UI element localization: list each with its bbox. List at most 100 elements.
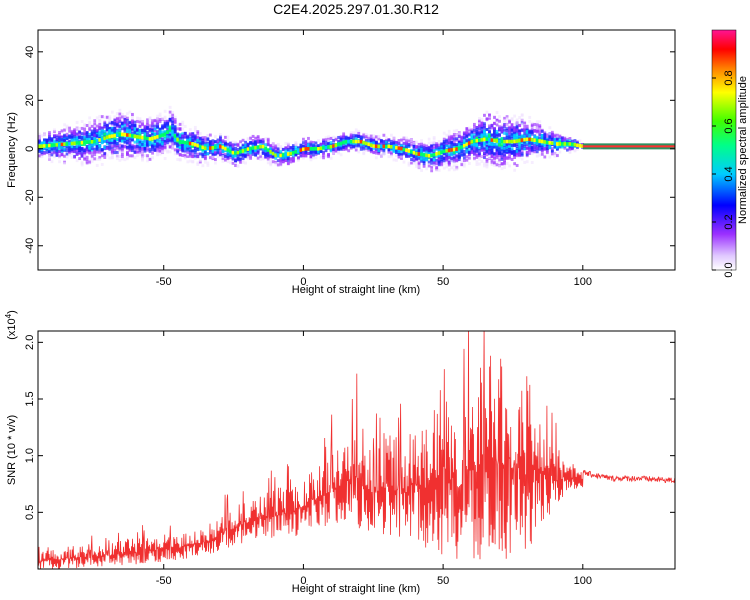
spectrogram-cell	[113, 136, 117, 140]
spectrogram-cell	[183, 154, 187, 158]
spectrogram-cell	[528, 120, 532, 124]
spectrogram-cell	[535, 146, 539, 150]
colorbar-ticks: 0.00.20.40.60.8	[712, 70, 735, 278]
spectrogram-cell	[445, 151, 449, 155]
spectrogram-cell	[264, 143, 268, 147]
spectrogram-cell	[465, 127, 469, 131]
spectrogram-cell	[181, 153, 185, 157]
spectrogram-cell	[543, 147, 547, 151]
spectrogram-ridge-cell	[284, 152, 288, 157]
spectrogram-cell	[513, 129, 517, 133]
spectrogram-cell	[309, 144, 313, 148]
spectrogram-cell	[576, 145, 579, 149]
spectrogram-cell	[400, 150, 403, 154]
spectrogram-cell	[163, 109, 167, 113]
spectrogram-cell	[483, 162, 486, 166]
spectrogram-cell	[437, 153, 441, 157]
spectrogram-cell	[70, 134, 74, 138]
spectrogram-cell	[264, 152, 268, 156]
spectrogram-cell	[93, 153, 97, 157]
spectrogram-cell	[198, 137, 202, 141]
spectrogram-cell	[113, 144, 117, 148]
spectrogram-cell	[120, 157, 124, 161]
spectrogram-ridge-cell	[234, 151, 237, 156]
spectrogram-cell	[500, 130, 504, 134]
spectrogram-cell	[98, 118, 102, 122]
spectrogram-cell	[239, 157, 242, 161]
spectrogram-cell	[473, 135, 476, 139]
spectrogram-cell	[550, 138, 554, 142]
spectrogram-cell	[347, 137, 351, 141]
spectrogram-cell	[467, 161, 471, 165]
spectrogram-cell	[289, 148, 293, 152]
spectrogram-cell	[322, 154, 325, 158]
spectrogram-cell	[452, 132, 456, 136]
spectrogram-cell	[118, 158, 122, 162]
spectrogram-cell	[219, 140, 222, 144]
spectrogram-cell	[146, 139, 149, 143]
spectrogram-cell	[344, 138, 348, 142]
snr-x-ticks: -50 0 50 100	[156, 331, 592, 587]
spectrogram-x-tick-label: -50	[156, 276, 172, 288]
spectrogram-cell	[548, 132, 552, 136]
spectrogram-cell	[319, 155, 323, 159]
spectrogram-cell	[515, 142, 519, 146]
spectrogram-cell	[221, 155, 225, 159]
spectrogram-cell	[264, 154, 268, 158]
spectrogram-cell	[286, 162, 290, 166]
spectrogram-cell	[191, 136, 195, 140]
spectrogram-ridge-cell	[80, 140, 84, 145]
spectrogram-cell	[420, 144, 423, 148]
spectrogram-cell	[437, 143, 441, 147]
spectrogram-cell	[374, 149, 378, 153]
spectrogram-cell	[523, 129, 527, 133]
spectrogram-cell	[420, 159, 423, 163]
spectrogram-cell	[495, 123, 499, 127]
spectrogram-cell	[176, 150, 180, 154]
spectrogram-cell	[60, 138, 64, 142]
spectrogram-cell	[151, 132, 154, 136]
spectrogram-cell	[93, 157, 97, 161]
spectrogram-cell	[118, 112, 122, 116]
spectrogram-cell	[407, 163, 411, 167]
spectrogram-cell	[40, 134, 44, 138]
spectrogram-cell	[382, 139, 386, 143]
spectrogram-cell	[171, 120, 175, 124]
spectrogram-cell	[108, 141, 112, 145]
spectrogram-cell	[98, 122, 102, 126]
spectrogram-cell	[103, 152, 107, 156]
spectrogram-ridge-cell	[161, 133, 165, 137]
spectrogram-cell	[201, 147, 205, 151]
spectrogram-cell	[390, 133, 393, 137]
spectrogram-ridge-cell	[266, 148, 270, 152]
spectrogram-cell	[533, 125, 537, 129]
spectrogram-cell	[163, 144, 167, 148]
spectrogram-cell	[120, 113, 124, 117]
spectrogram-cell	[488, 126, 491, 130]
spectrogram-cell	[126, 141, 129, 145]
spectrogram-cell	[241, 138, 245, 142]
spectrogram-cell	[75, 120, 79, 124]
spectrogram-cell	[38, 137, 41, 141]
spectrogram-cell	[208, 133, 212, 137]
spectrogram-cell	[291, 148, 295, 152]
spectrogram-ridge-cell	[470, 140, 474, 144]
spectrogram-cell	[158, 143, 162, 147]
spectrogram-cell	[465, 145, 469, 149]
spectrogram-cell	[307, 136, 310, 140]
spectrogram-cell	[146, 154, 149, 158]
spectrogram-cell	[480, 154, 484, 158]
spectrogram-ridge-cell	[289, 151, 293, 156]
spectrogram-cell	[538, 136, 542, 140]
spectrogram-cell	[251, 148, 255, 152]
spectrogram-cell	[120, 155, 124, 159]
spectrogram-ridge-cell	[384, 144, 388, 149]
spectrogram-cell	[151, 142, 154, 146]
spectrogram-cell	[103, 132, 107, 136]
spectrogram-cell	[503, 131, 506, 135]
spectrogram-cell	[452, 137, 456, 141]
spectrogram-cell	[60, 140, 64, 144]
spectrogram-cell	[148, 128, 152, 132]
spectrogram-cell	[50, 153, 54, 157]
spectrogram-cell	[53, 128, 56, 132]
